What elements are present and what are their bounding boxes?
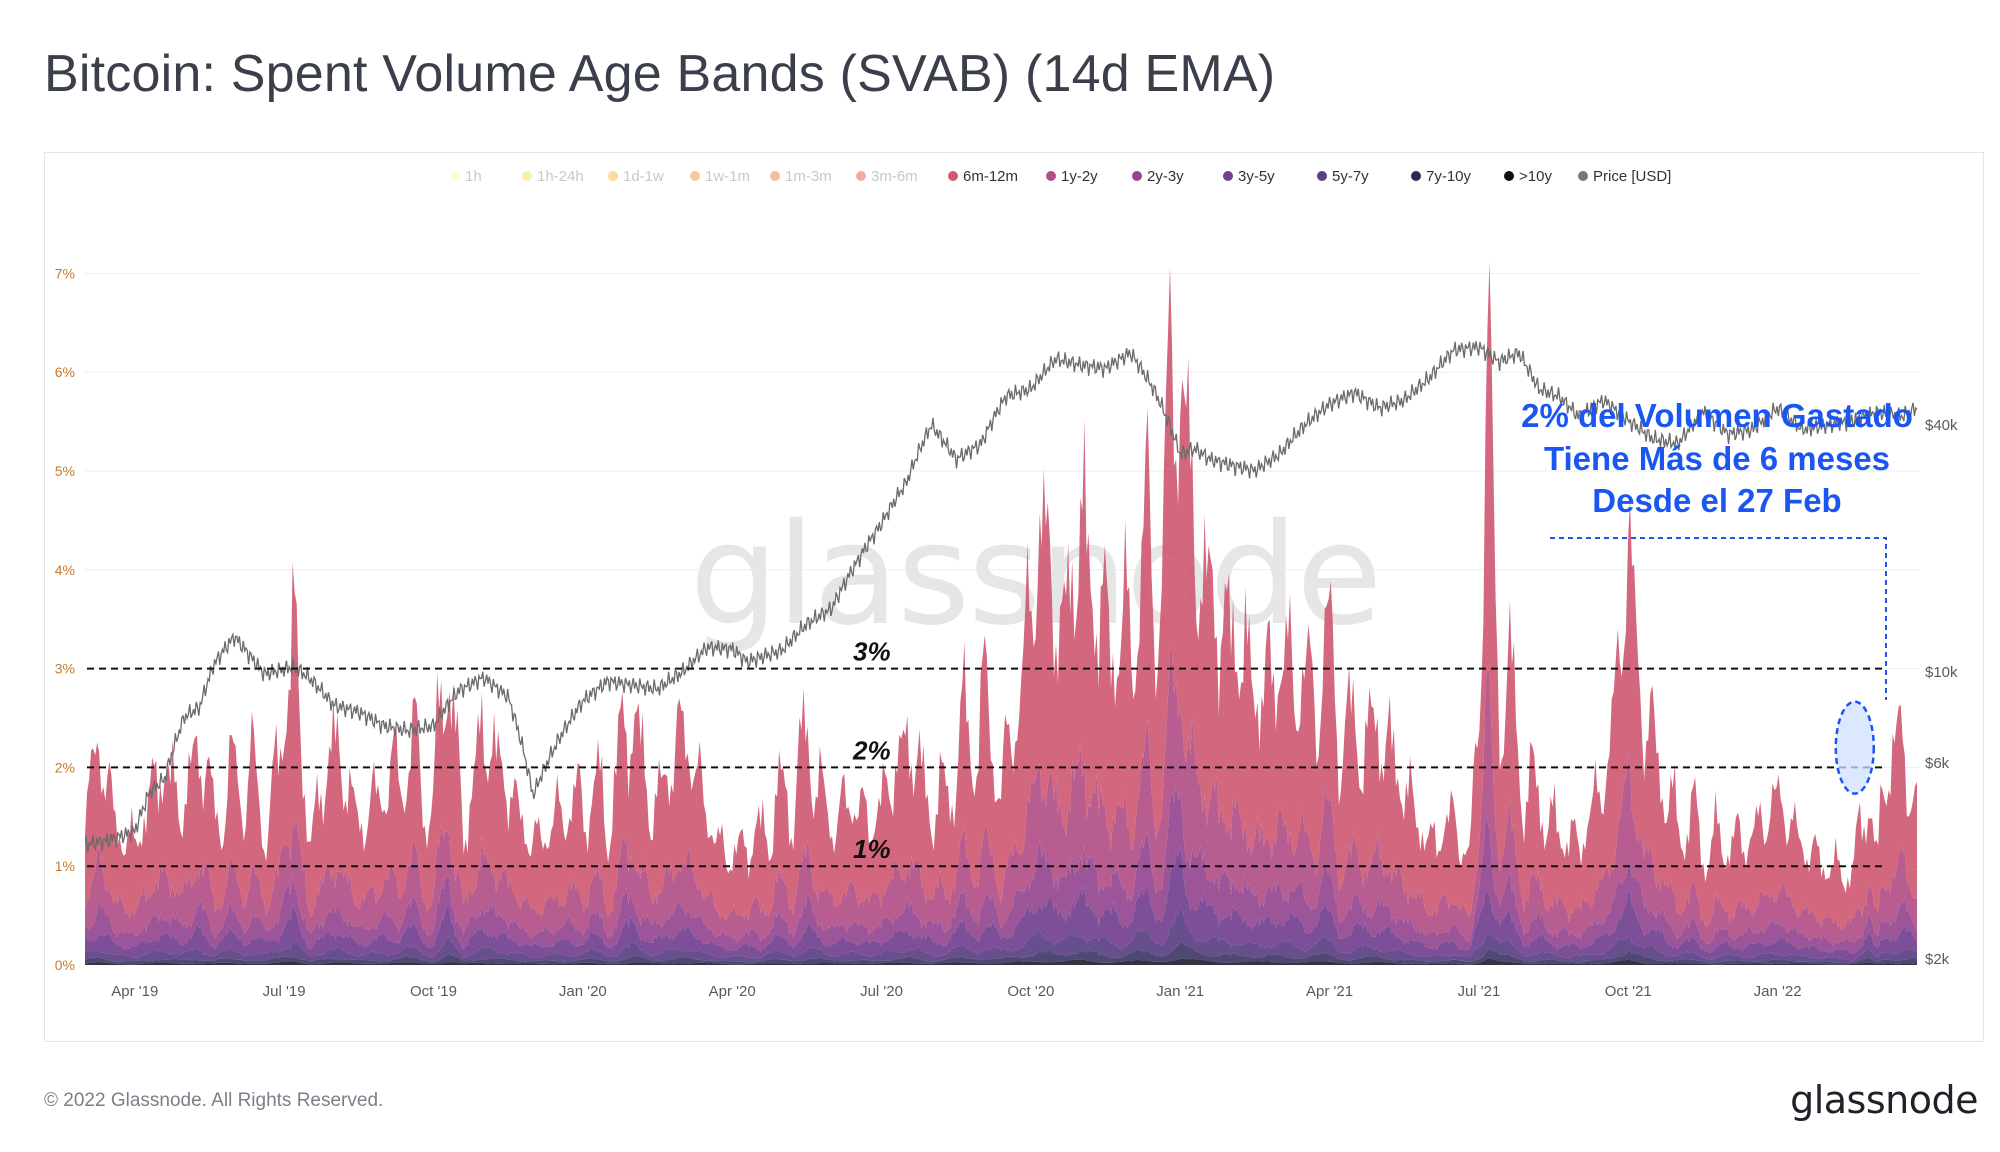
legend-item-label[interactable]: 1h-24h [537, 168, 584, 185]
legend-marker[interactable] [1223, 171, 1233, 181]
y-left-tick-label: 7% [55, 265, 75, 281]
x-tick-label: Apr '21 [1306, 983, 1353, 1000]
y-left-tick-label: 2% [55, 759, 75, 775]
x-tick-label: Jul '21 [1457, 983, 1500, 1000]
area-band-2y-3y [85, 783, 1917, 954]
legend-marker[interactable] [1132, 171, 1142, 181]
svab-chart: glassnode 3%2%1% 0%1%2%3%4%5%6%7%$2k$6k$… [55, 168, 1958, 1000]
annotation-text-line: Desde el 27 Feb [1592, 482, 1841, 519]
x-tick-label: Oct '19 [410, 983, 457, 1000]
reference-label-1: 1% [853, 834, 891, 864]
legend-marker[interactable] [522, 171, 532, 181]
legend-marker[interactable] [1317, 171, 1327, 181]
legend-item-label[interactable]: 7y-10y [1426, 168, 1472, 185]
legend-item-label[interactable]: 1y-2y [1061, 168, 1098, 185]
legend-item-label[interactable]: 3y-5y [1238, 168, 1275, 185]
legend-marker[interactable] [948, 171, 958, 181]
annotation-highlight-ellipse [1834, 700, 1876, 795]
y-left-tick-label: 3% [55, 661, 75, 677]
x-tick-label: Jul '20 [860, 983, 903, 1000]
y-left-tick-label: 4% [55, 562, 75, 578]
legend-marker[interactable] [690, 171, 700, 181]
x-tick-label: Apr '19 [111, 983, 158, 1000]
area-band-3y-5y [85, 846, 1917, 961]
y-right-tick-label: $10k [1925, 664, 1958, 681]
legend-marker[interactable] [608, 171, 618, 181]
x-tick-label: Jul '19 [263, 983, 306, 1000]
x-tick-label: Jan '22 [1754, 983, 1802, 1000]
legend-item-label[interactable]: Price [USD] [1593, 168, 1671, 185]
legend-item-label[interactable]: 1w-1m [705, 168, 750, 185]
legend-item-label[interactable]: 5y-7y [1332, 168, 1369, 185]
legend-marker[interactable] [1411, 171, 1421, 181]
x-tick-label: Jan '21 [1156, 983, 1204, 1000]
legend-marker[interactable] [1504, 171, 1514, 181]
y-left-tick-label: 6% [55, 364, 75, 380]
area-band-1y-2y [85, 645, 1917, 947]
legend-item-label[interactable]: 2y-3y [1147, 168, 1184, 185]
x-tick-label: Oct '20 [1007, 983, 1054, 1000]
legend-item-label[interactable]: 3m-6m [871, 168, 918, 185]
reference-label-3: 3% [853, 637, 891, 667]
y-left-tick-label: 0% [55, 957, 75, 973]
y-right-tick-label: $40k [1925, 417, 1958, 434]
area-band-7y-10y [85, 941, 1917, 965]
legend-item-label[interactable]: 1d-1w [623, 168, 664, 185]
y-right-tick-label: $6k [1925, 755, 1950, 772]
x-tick-label: Jan '20 [559, 983, 607, 1000]
footer-copyright: © 2022 Glassnode. All Rights Reserved. [44, 1090, 384, 1111]
chart-title: Bitcoin: Spent Volume Age Bands (SVAB) (… [44, 45, 1276, 103]
legend-marker[interactable] [1046, 171, 1056, 181]
y-right-tick-label: $2k [1925, 951, 1950, 968]
x-tick-label: Apr '20 [709, 983, 756, 1000]
legend-item-label[interactable]: 6m-12m [963, 168, 1018, 185]
y-left-tick-label: 5% [55, 463, 75, 479]
legend-marker[interactable] [856, 171, 866, 181]
legend-marker[interactable] [450, 171, 460, 181]
legend-item-label[interactable]: >10y [1519, 168, 1552, 185]
glassnode-logo[interactable]: glassnode [1790, 1078, 1978, 1122]
reference-label-2: 2% [852, 735, 891, 765]
legend-item-label[interactable]: 1h [465, 168, 482, 185]
annotation-connector [1550, 537, 1887, 700]
annotation-text-line: 2% del Volumen Gastado [1521, 397, 1913, 434]
legend-marker[interactable] [770, 171, 780, 181]
annotation-text-line: Tiene Más de 6 meses [1544, 440, 1890, 477]
legend-item-label[interactable]: 1m-3m [785, 168, 832, 185]
area-band-5y-7y [85, 906, 1917, 964]
area-band-6m-12m [85, 262, 1917, 931]
chart-frame: glassnode 3% 2% 1% 0% 1% 2% 3% 4% 5% 6% 7% $2k $6k $… [44, 152, 1984, 1042]
price-line [85, 341, 1918, 854]
legend-marker[interactable] [1578, 171, 1588, 181]
x-tick-label: Oct '21 [1605, 983, 1652, 1000]
area-band-gt-10y [85, 958, 1917, 965]
y-left-tick-label: 1% [55, 858, 75, 874]
